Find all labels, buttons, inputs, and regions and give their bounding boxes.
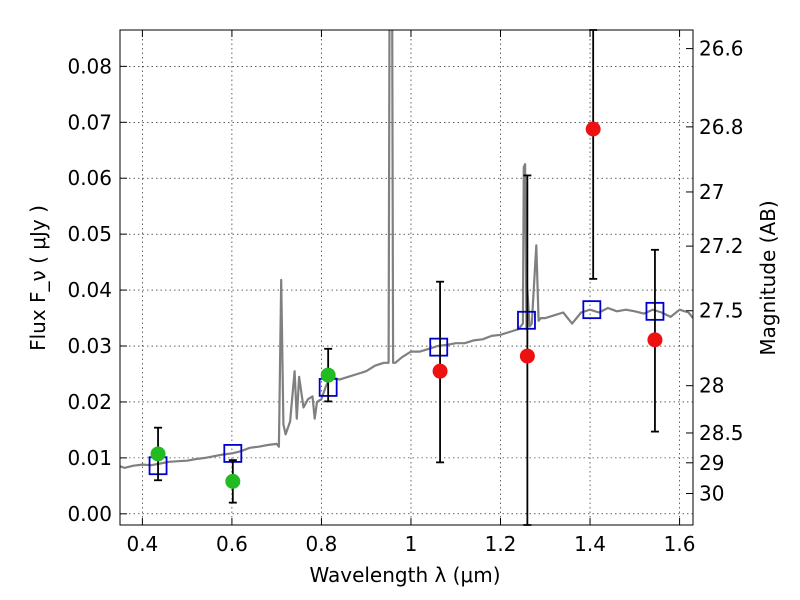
magnitude-tick-label: 30 <box>699 482 724 506</box>
x-tick-label: 1.6 <box>664 532 696 556</box>
model-square-marker <box>429 337 449 357</box>
measured-point <box>432 363 448 379</box>
y-tick-label: 0.02 <box>67 390 112 414</box>
magnitude-axis-label: Magnitude (AB) <box>756 200 780 355</box>
y-tick-label: 0.05 <box>67 222 112 246</box>
model-square-marker <box>582 300 602 320</box>
x-tick-label: 1 <box>405 532 418 556</box>
x-tick-label: 0.4 <box>126 532 158 556</box>
magnitude-tick-label: 26.6 <box>699 37 744 61</box>
y-tick-label: 0.07 <box>67 110 112 134</box>
y-tick-label: 0.03 <box>67 334 112 358</box>
magnitude-tick-label: 28.5 <box>699 421 744 445</box>
measured-point <box>519 348 535 364</box>
measured-point <box>647 332 663 348</box>
measured-point <box>150 446 166 462</box>
y-tick-label: 0.04 <box>67 278 112 302</box>
y-tick-label: 0.06 <box>67 166 112 190</box>
y-tick-labels: 0.00 0.01 0.02 0.03 0.04 0.05 0.06 0.07 0.08 <box>67 54 112 525</box>
grid <box>120 30 693 525</box>
axis-ticks <box>120 30 693 525</box>
plot-frame <box>119 29 694 526</box>
x-tick-label: 0.8 <box>306 532 338 556</box>
measured-point <box>225 473 241 489</box>
x-tick-label: 1.4 <box>574 532 606 556</box>
magnitude-tick-label: 27.2 <box>699 234 744 258</box>
y-tick-label: 0.08 <box>67 54 112 78</box>
spectrum-series <box>120 30 693 469</box>
spectrum-line <box>120 30 693 469</box>
magnitude-tick-label: 29 <box>699 451 724 475</box>
magnitude-tick-labels: 26.6 26.8 27 27.2 27.5 28 28.5 29 30 <box>699 37 744 506</box>
magnitude-tick-label: 26.8 <box>699 115 744 139</box>
x-tick-label: 1.2 <box>485 532 517 556</box>
magnitude-tick-label: 27.5 <box>699 299 744 323</box>
x-tick-label: 0.6 <box>216 532 248 556</box>
x-tick-labels: 0.4 0.6 0.8 1 1.2 1.4 1.6 <box>126 532 695 556</box>
magnitude-tick-label: 28 <box>699 374 724 398</box>
x-axis-label: Wavelength λ (μm) <box>309 563 500 587</box>
measured-point <box>320 367 336 383</box>
y-axis-label: Flux F_ν ( μJy ) <box>26 205 50 351</box>
magnitude-tick-label: 27 <box>699 180 724 204</box>
measured-points <box>150 121 663 489</box>
y-tick-label: 0.01 <box>67 446 112 470</box>
y-tick-label: 0.00 <box>67 502 112 526</box>
measured-point <box>585 121 601 137</box>
